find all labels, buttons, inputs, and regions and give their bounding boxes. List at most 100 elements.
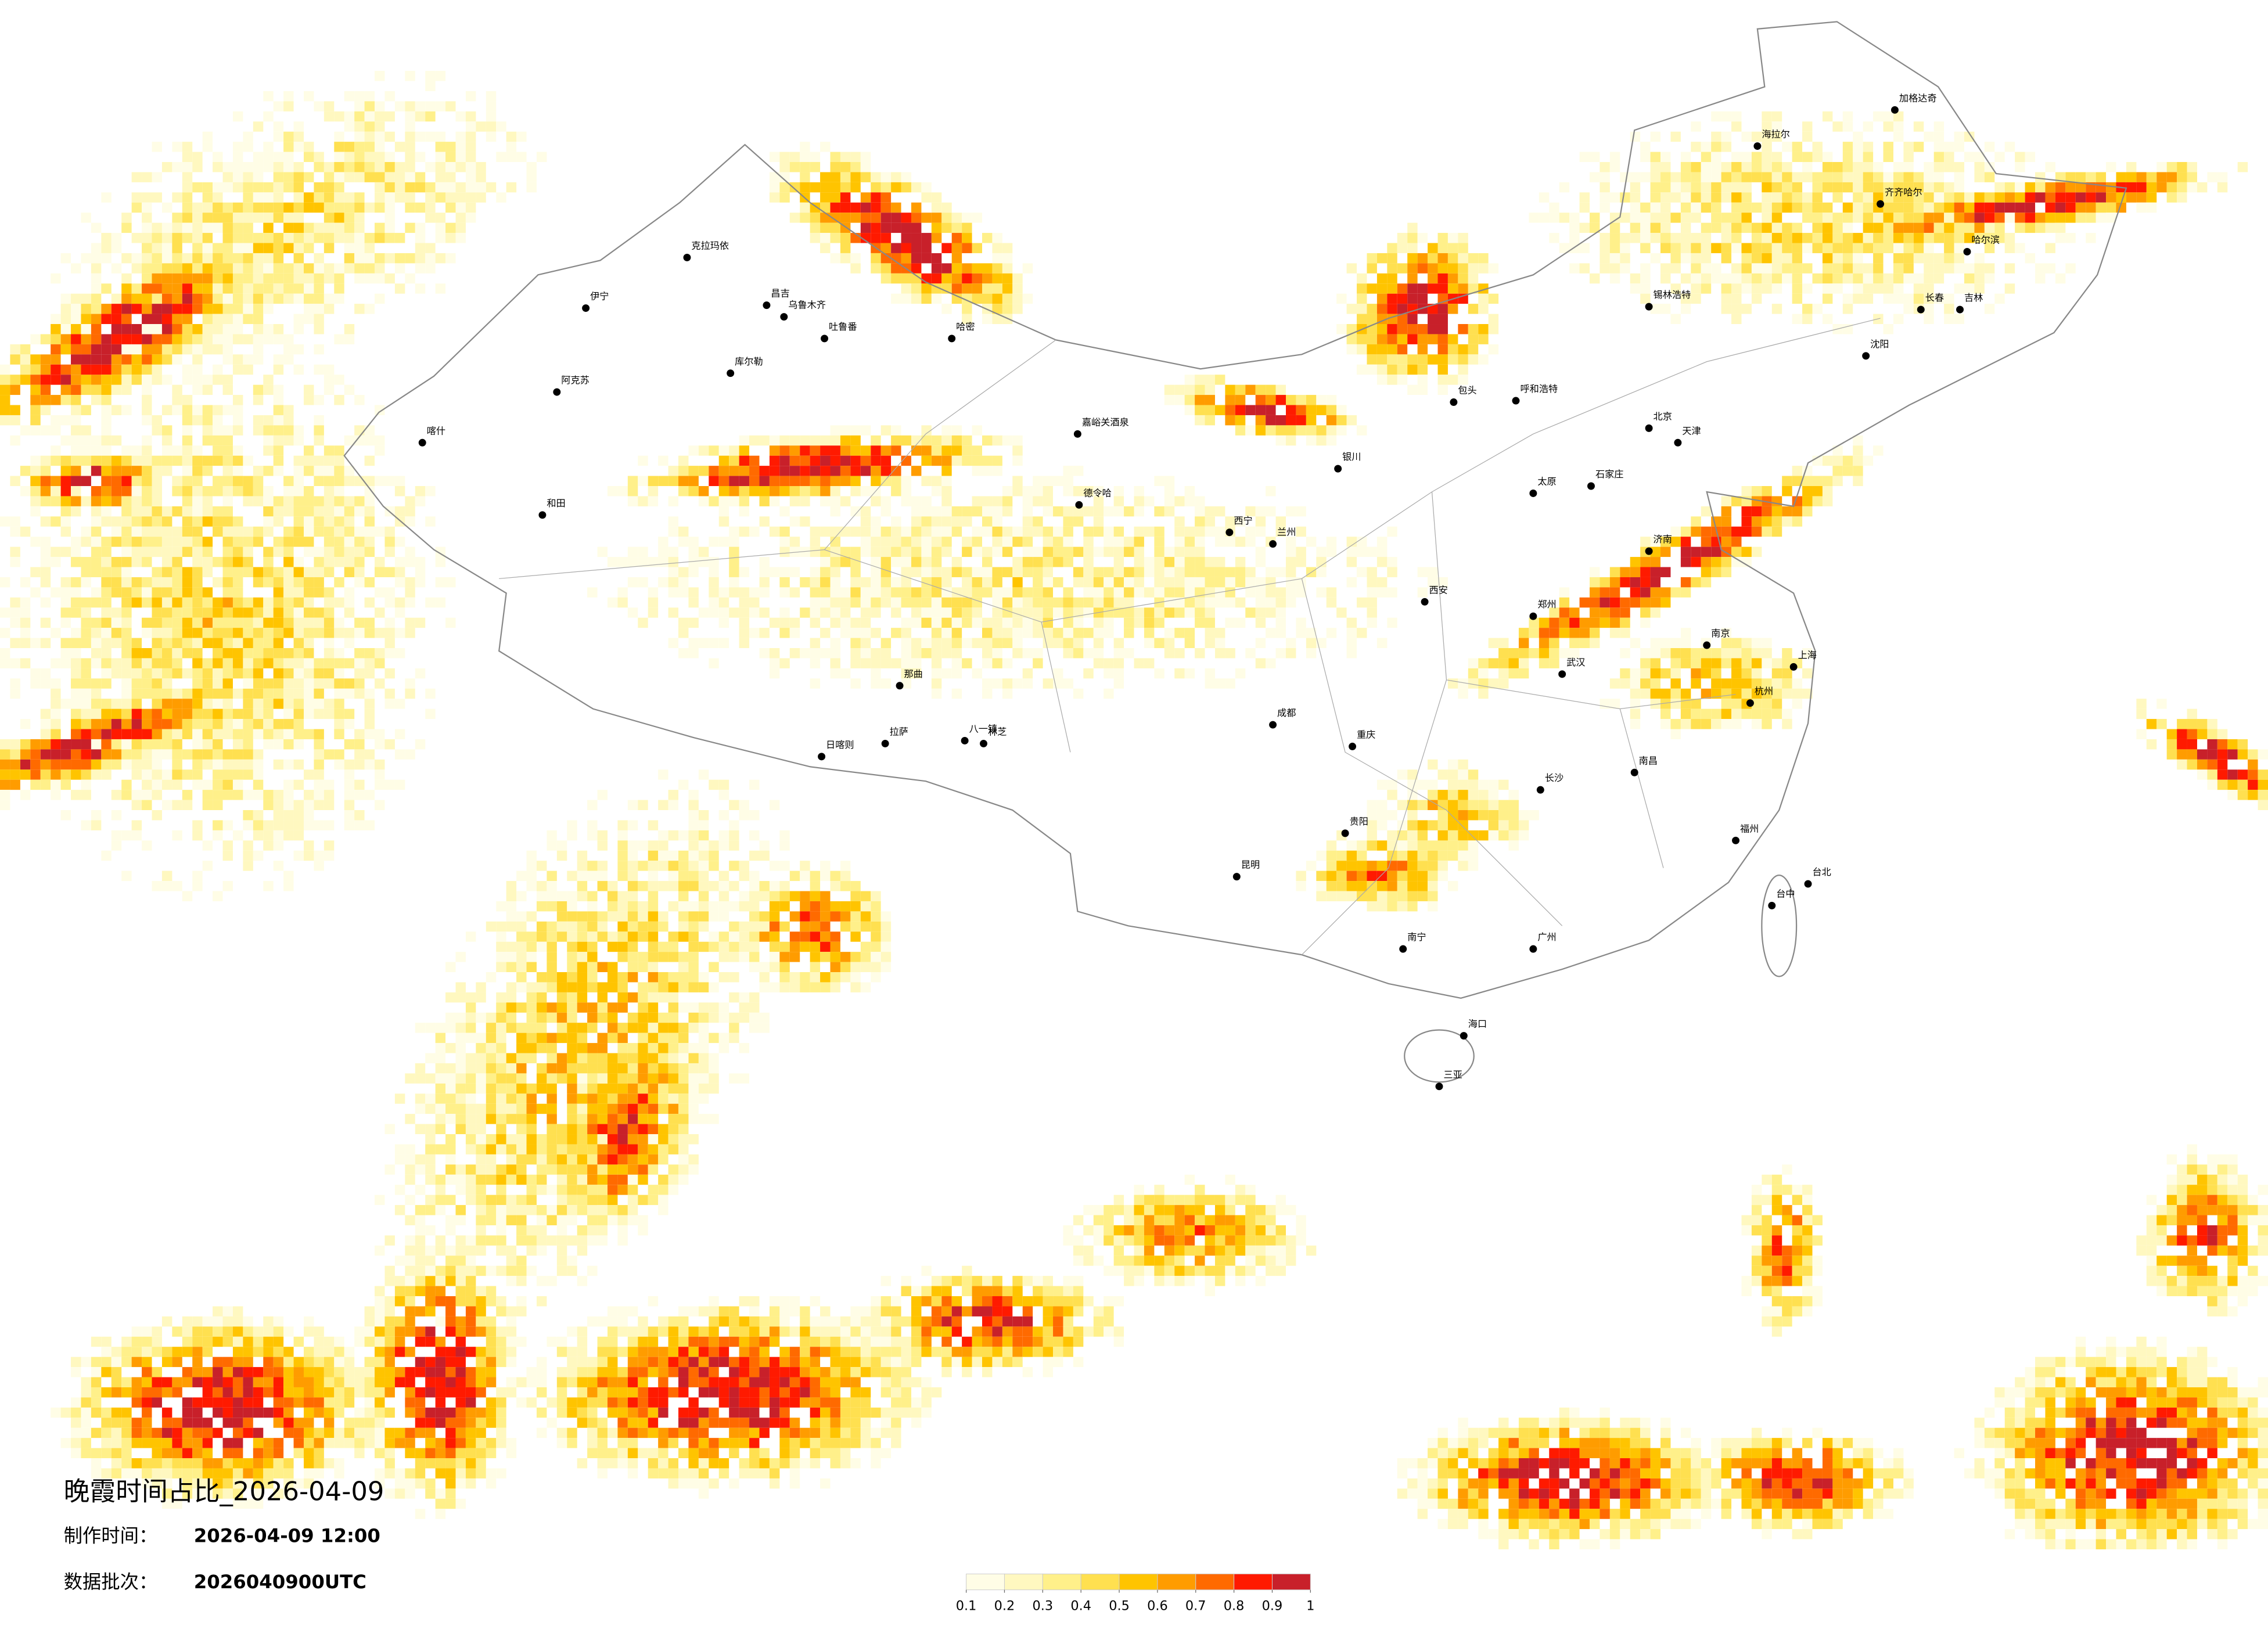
raster-cell xyxy=(779,192,790,203)
raster-cell xyxy=(142,769,152,780)
raster-cell xyxy=(1083,607,1094,618)
raster-cell xyxy=(678,972,689,983)
raster-cell xyxy=(202,597,213,608)
raster-cell xyxy=(344,810,355,821)
raster-cell xyxy=(263,820,274,830)
raster-cell xyxy=(1731,243,1742,253)
raster-cell xyxy=(729,496,739,506)
raster-cell xyxy=(314,192,324,203)
raster-cell xyxy=(516,1144,527,1154)
raster-cell xyxy=(1093,628,1104,638)
raster-cell xyxy=(1012,638,1023,649)
raster-cell xyxy=(678,617,689,628)
raster-cell xyxy=(638,1033,648,1044)
raster-cell xyxy=(40,719,51,729)
raster-cell xyxy=(425,1245,436,1256)
raster-cell xyxy=(1275,597,1286,608)
raster-cell xyxy=(1832,273,1843,284)
raster-cell xyxy=(293,202,304,213)
raster-cell xyxy=(1387,587,1397,598)
raster-cell xyxy=(668,496,679,506)
raster-cell xyxy=(314,708,324,720)
raster-cell xyxy=(354,678,365,689)
raster-cell xyxy=(152,628,162,638)
raster-cell xyxy=(1093,648,1104,659)
raster-cell xyxy=(445,101,456,111)
raster-cell xyxy=(273,496,284,506)
raster-cell xyxy=(232,749,243,760)
raster-cell xyxy=(455,1093,466,1104)
raster-cell xyxy=(192,324,203,334)
raster-cell xyxy=(182,425,193,436)
raster-cell xyxy=(607,1012,618,1023)
raster-cell xyxy=(213,476,223,487)
raster-cell xyxy=(526,1205,537,1215)
raster-cell xyxy=(678,1103,689,1114)
raster-cell xyxy=(1134,567,1144,577)
raster-cell xyxy=(131,749,142,760)
raster-cell xyxy=(243,455,253,466)
raster-cell xyxy=(222,820,233,830)
raster-cell xyxy=(769,476,780,487)
raster-cell xyxy=(749,941,760,952)
raster-cell xyxy=(283,729,294,739)
raster-cell xyxy=(891,182,901,193)
raster-cell xyxy=(1792,253,1803,264)
raster-cell xyxy=(962,304,972,314)
raster-cell xyxy=(263,162,274,172)
raster-cell xyxy=(638,1053,648,1063)
raster-cell xyxy=(1012,445,1023,456)
raster-cell xyxy=(161,253,172,264)
raster-cell xyxy=(577,931,588,942)
raster-cell xyxy=(972,466,983,476)
raster-cell xyxy=(253,486,264,497)
raster-cell xyxy=(405,617,415,628)
raster-cell xyxy=(131,445,142,456)
raster-cell xyxy=(941,638,952,649)
raster-cell xyxy=(283,162,294,172)
raster-cell xyxy=(172,749,182,760)
raster-cell xyxy=(729,820,739,830)
raster-cell xyxy=(891,526,901,537)
raster-cell xyxy=(769,881,780,891)
raster-cell xyxy=(40,708,51,720)
raster-cell xyxy=(1954,314,1965,325)
raster-cell xyxy=(951,526,962,537)
raster-cell xyxy=(232,516,243,527)
raster-cell xyxy=(1326,546,1337,557)
raster-cell xyxy=(263,182,274,193)
raster-cell xyxy=(1184,607,1195,618)
raster-cell xyxy=(222,708,233,720)
raster-cell xyxy=(688,445,699,456)
raster-cell xyxy=(192,455,203,466)
raster-cell xyxy=(293,121,304,132)
raster-cell xyxy=(425,111,436,122)
raster-cell xyxy=(577,1245,588,1256)
raster-cell xyxy=(1285,587,1296,598)
raster-cell xyxy=(1134,526,1144,537)
raster-cell xyxy=(435,101,446,111)
raster-cell xyxy=(577,1063,588,1074)
raster-cell xyxy=(668,557,679,567)
raster-cell xyxy=(840,587,851,598)
raster-cell xyxy=(759,982,770,992)
raster-cell xyxy=(354,617,365,628)
raster-cell xyxy=(1134,486,1144,497)
raster-cell xyxy=(182,790,193,800)
raster-cell xyxy=(303,597,314,608)
raster-cell xyxy=(901,243,911,253)
raster-cell xyxy=(182,233,193,243)
raster-cell xyxy=(415,567,426,577)
raster-cell xyxy=(161,526,172,537)
raster-cell xyxy=(891,273,901,284)
raster-cell xyxy=(658,921,668,932)
raster-cell xyxy=(941,222,952,233)
raster-cell xyxy=(0,779,10,790)
raster-cell xyxy=(1893,314,1904,325)
raster-cell xyxy=(729,1012,739,1023)
raster-cell xyxy=(516,941,527,952)
raster-cell xyxy=(303,283,314,294)
raster-cell xyxy=(394,557,405,567)
raster-cell xyxy=(354,496,365,506)
raster-cell xyxy=(232,526,243,537)
